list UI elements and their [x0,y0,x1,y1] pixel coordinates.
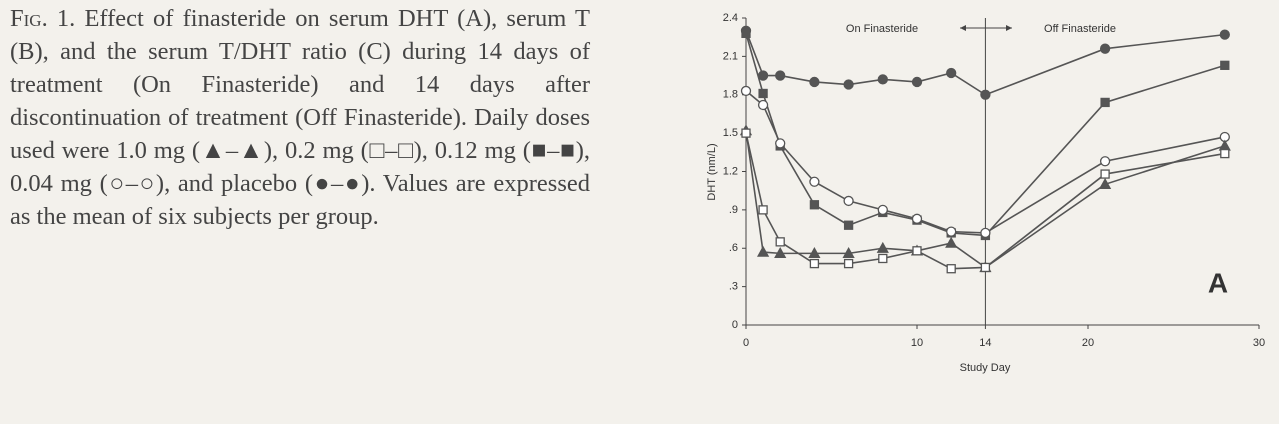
point [741,128,751,138]
point [946,226,957,237]
point [1099,43,1111,54]
point [1219,29,1230,40]
point [775,138,786,149]
point [809,258,820,269]
point [1100,97,1110,108]
point [946,264,956,274]
point [878,253,888,264]
y-tick-label: 1.5 [723,127,738,139]
point [758,205,768,215]
point [980,262,991,273]
point [843,79,854,90]
point [740,85,752,97]
point [809,176,820,187]
panel-label: A [1208,267,1228,298]
caption-text: Effect of finasteride on serum DHT (A), … [10,5,590,230]
y-tick-label: 1.2 [723,165,738,177]
point [877,74,888,85]
point [757,70,769,81]
point [1220,148,1230,159]
point [843,258,854,269]
point [775,70,786,81]
point [912,246,922,256]
point [756,245,770,257]
point [1099,156,1111,167]
x-tick-label: 0 [743,337,749,349]
point [843,220,854,230]
point [843,195,854,207]
annotation: On Finasteride [846,23,918,35]
point [877,204,888,216]
x-tick-label: 10 [911,337,923,349]
point [911,76,923,88]
point [1098,177,1112,189]
point [945,236,958,248]
point [775,237,785,247]
y-tick-label: 0 [732,319,738,331]
point [980,227,991,239]
caption-label: Fig. 1. [10,5,76,32]
point [1218,139,1231,151]
y-tick-label: .6 [729,242,738,254]
x-tick-label: 30 [1253,337,1265,349]
y-tick-label: 1.8 [723,89,738,101]
y-tick-label: .3 [729,281,738,293]
point [876,241,889,253]
y-axis-label: DHT (nm/L) [706,143,718,200]
y-tick-label: 2.4 [723,12,738,24]
point [946,67,957,79]
point [1220,60,1230,70]
point [809,76,820,88]
point [842,247,855,259]
annotation: Off Finasteride [1044,23,1116,35]
arrow-heads [960,25,1012,31]
caption: Fig. 1. Effect of finasteride on serum D… [10,2,590,233]
point [911,213,923,224]
x-axis-label: Study Day [960,362,1011,374]
point [809,200,820,210]
point [774,247,787,259]
point [741,28,751,39]
point [757,99,769,111]
x-tick-label: 20 [1082,337,1094,349]
y-tick-label: 2.1 [723,50,738,62]
y-tick-label: .9 [729,204,738,216]
point [808,247,821,259]
point [758,88,768,99]
point [1100,169,1110,179]
x-tick-label: 14 [979,337,991,349]
point [980,89,991,100]
